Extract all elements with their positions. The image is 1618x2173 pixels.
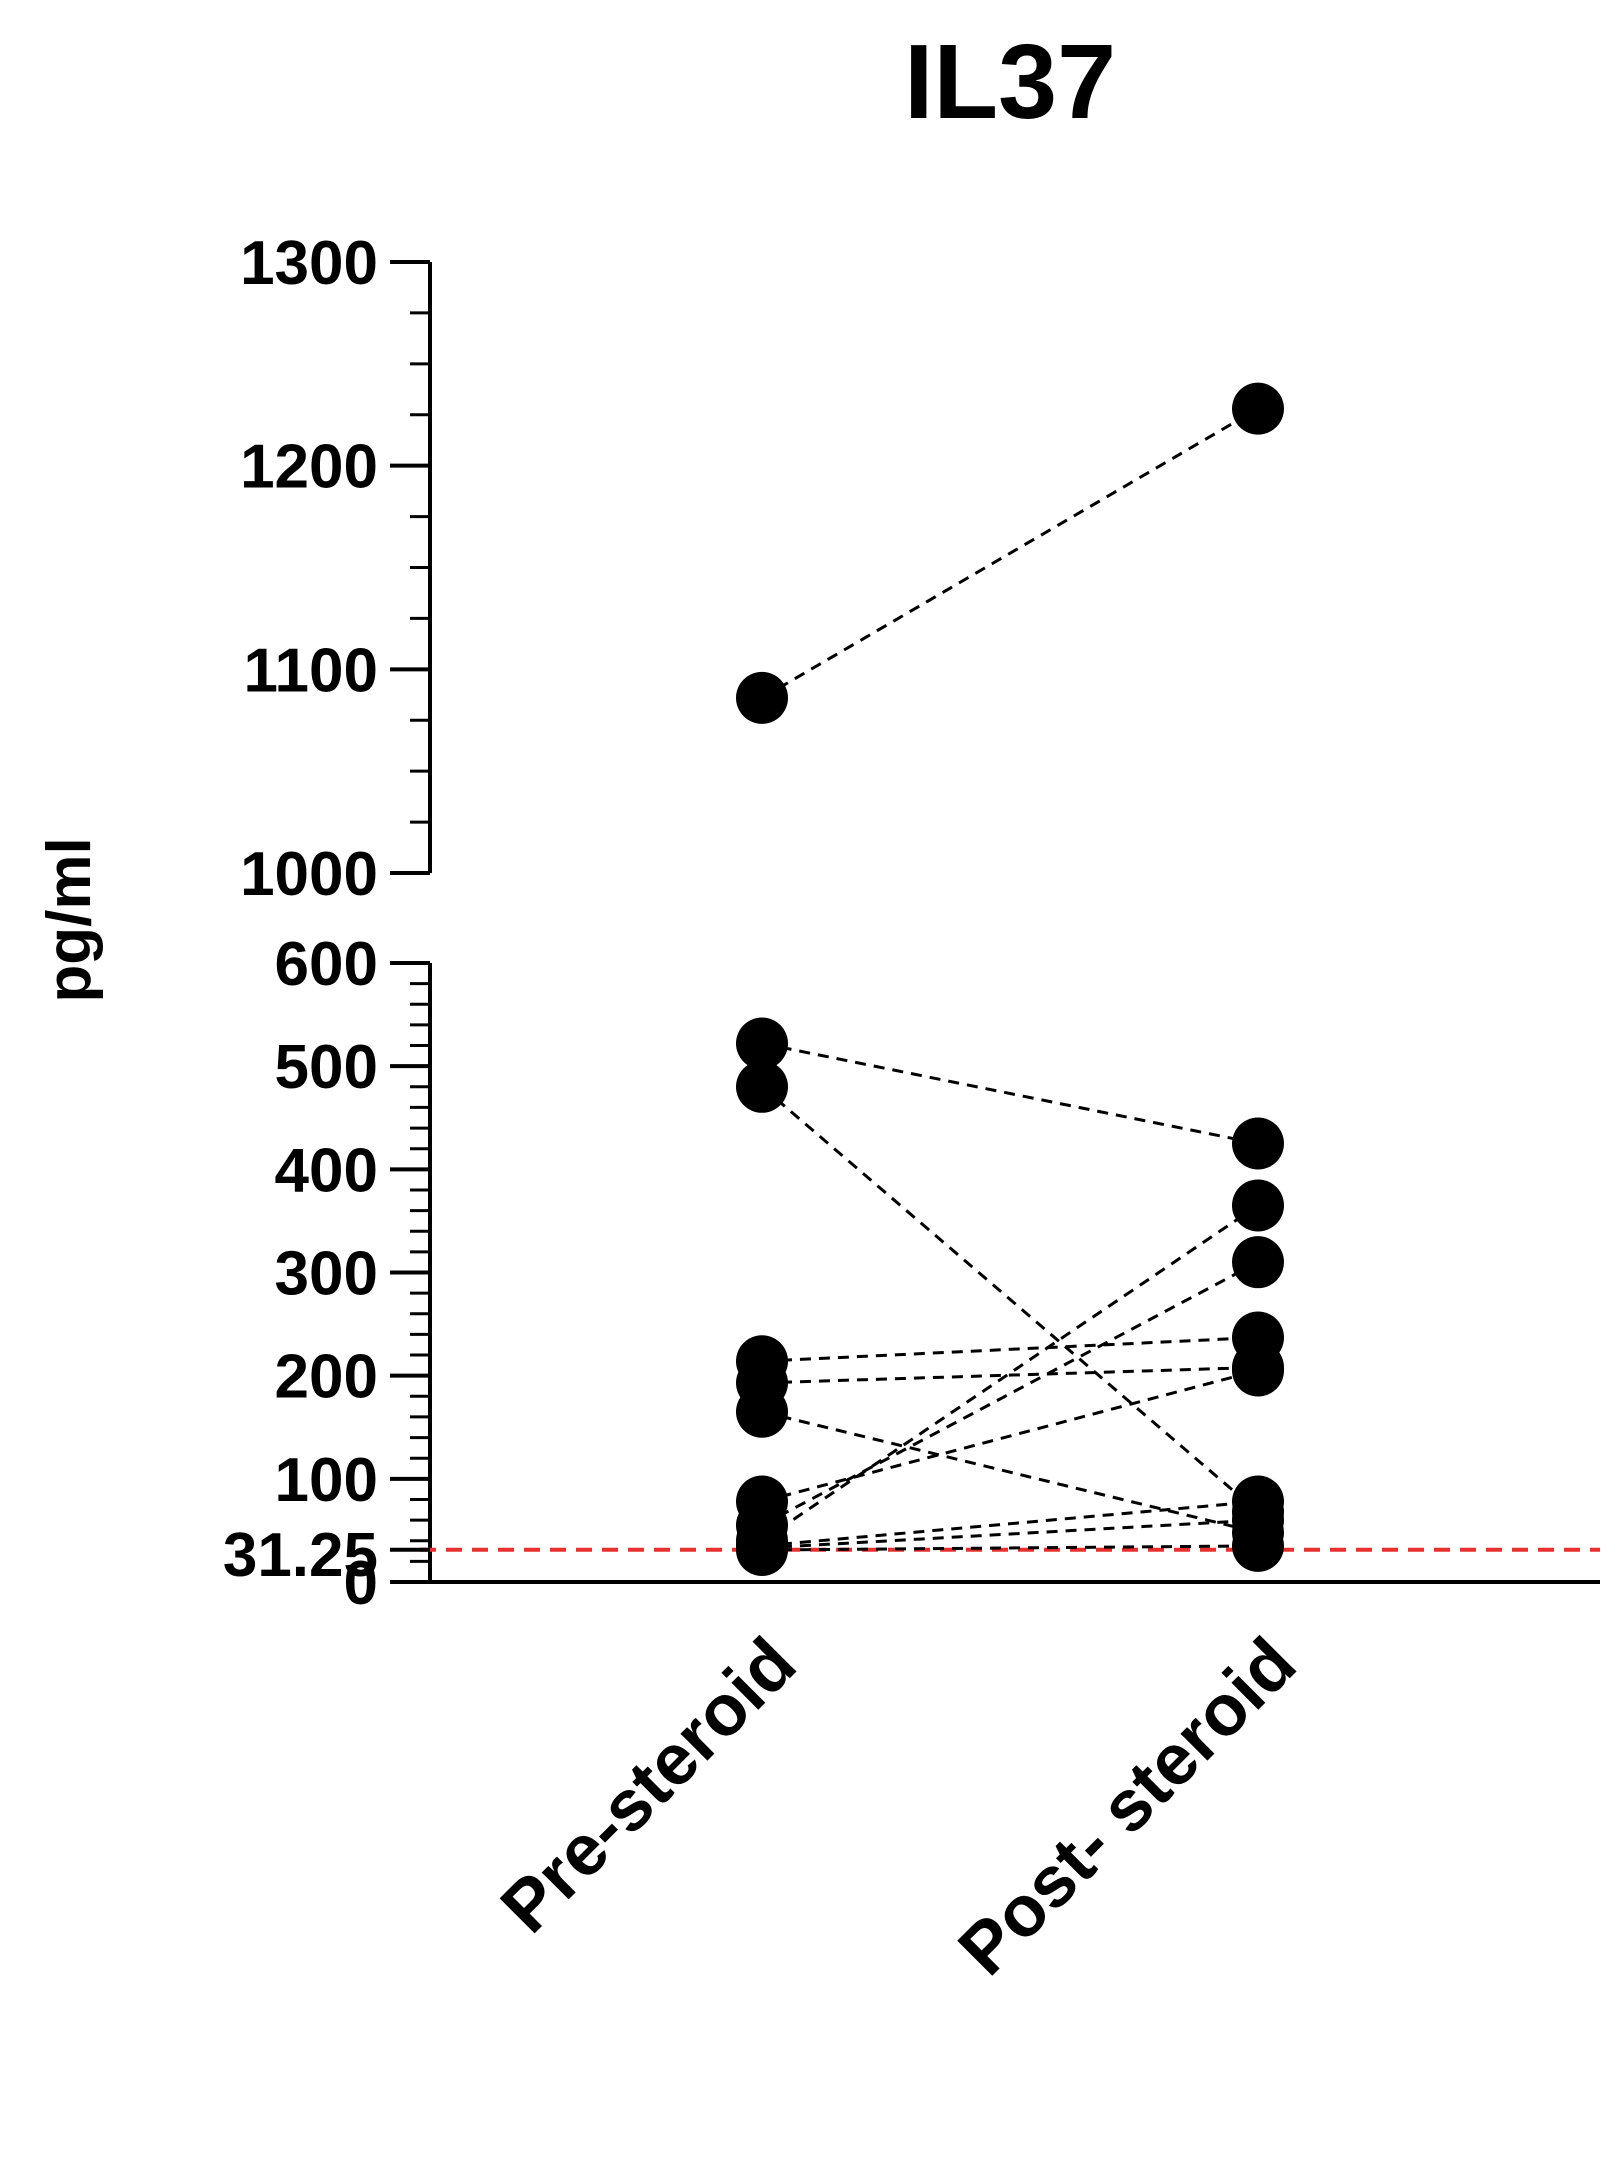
- pair-connector: [761, 1410, 1259, 1534]
- data-point-post: [1232, 1519, 1284, 1572]
- data-point-pre: [736, 1017, 788, 1070]
- y-axis-lower-tick-label: 300: [275, 1240, 378, 1309]
- pair-connector: [761, 1335, 1259, 1363]
- pair-connector: [761, 407, 1259, 700]
- y-axis-lower-tick-label: 200: [275, 1343, 378, 1412]
- y-axis-upper-tick-label: 1200: [240, 433, 378, 502]
- y-axis-upper-tick-label: 1300: [240, 229, 378, 298]
- category-label: Pre-steroid: [486, 1623, 811, 1948]
- data-point-post: [1232, 1236, 1284, 1289]
- pair-connector: [761, 1365, 1259, 1385]
- data-point-pre: [736, 1524, 788, 1577]
- y-axis-lower-tick-label: 600: [275, 930, 378, 999]
- y-axis-lower-tick-label: 0: [344, 1549, 378, 1618]
- pair-connector: [761, 1085, 1259, 1513]
- data-point-post: [1232, 1179, 1284, 1232]
- data-point-pre: [736, 671, 788, 724]
- y-axis-lower-segment: 0 100 200 300 400 500 600: [275, 930, 432, 1618]
- y-axis-lower-tick-label: 500: [275, 1033, 378, 1102]
- pair-connector: [761, 1369, 1259, 1503]
- y-axis-upper-segment: 1000 1100 1200 1300: [240, 229, 432, 909]
- data-point-post: [1232, 1117, 1284, 1170]
- pair-connector: [761, 1544, 1259, 1552]
- pair-connector: [761, 1041, 1259, 1146]
- y-axis-upper-tick-label: 1000: [240, 840, 378, 909]
- data-point-pre: [736, 1385, 788, 1438]
- reference-line-group: 31.25: [223, 1521, 1600, 1590]
- category-label: Post- steroid: [944, 1623, 1312, 1991]
- data-point-post: [1232, 1344, 1284, 1397]
- pair-connector: [761, 1204, 1259, 1542]
- pair-connector: [761, 1518, 1259, 1550]
- y-axis-upper-tick-label: 1100: [243, 636, 378, 705]
- y-axis-lower-tick-label: 400: [275, 1136, 378, 1205]
- data-point-pre: [736, 1060, 788, 1113]
- category-labels: Pre-steroid Post- steroid: [486, 1623, 1311, 1991]
- pair-connectors: [761, 407, 1259, 1552]
- y-axis-lower-tick-label: 100: [275, 1446, 378, 1515]
- data-points: [736, 382, 1284, 1577]
- data-point-post: [1232, 382, 1284, 435]
- y-axis-label: pg/ml: [35, 837, 104, 1002]
- pair-connector: [761, 1260, 1259, 1527]
- pair-connector: [761, 1500, 1259, 1548]
- reference-line-label: 31.25: [223, 1521, 378, 1590]
- chart-title: IL37: [904, 23, 1116, 141]
